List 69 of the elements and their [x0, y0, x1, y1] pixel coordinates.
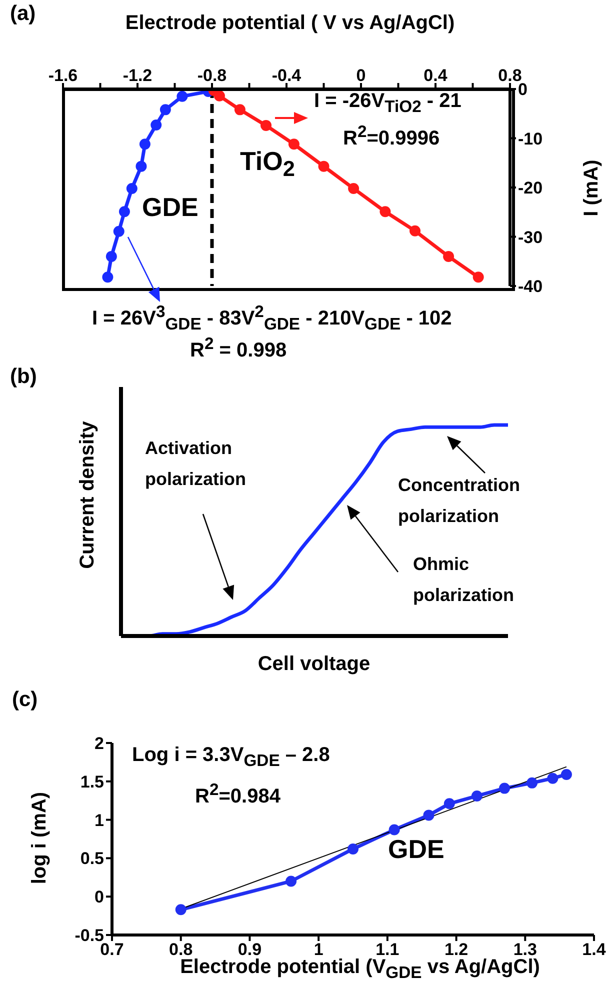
point — [113, 226, 124, 237]
x-tick-label: 0.7 — [100, 940, 124, 960]
point — [560, 768, 572, 780]
x-tick-label: -0.4 — [272, 66, 302, 85]
point — [102, 272, 114, 283]
y-axis-title: log i (mA) — [28, 792, 52, 884]
y-tick-label: 0 — [518, 80, 528, 100]
point — [126, 182, 138, 194]
point — [288, 138, 300, 150]
point — [286, 876, 297, 887]
point — [380, 206, 391, 218]
annotation: GDE — [142, 192, 198, 223]
annotation: Log i = 3.3V$_{GDE}$ – 2.8 — [132, 744, 330, 771]
point — [175, 904, 186, 916]
y-tick-label: -20 — [518, 178, 543, 198]
point — [443, 250, 454, 262]
point — [444, 798, 455, 810]
text: R$^{2}$ = 0.998 — [190, 334, 287, 363]
y-tick-label: 2 — [94, 734, 104, 754]
point — [139, 138, 150, 150]
y-tick-label: -40 — [518, 277, 543, 296]
point — [348, 182, 360, 194]
chart-title: (c) — [12, 688, 38, 712]
annotation: Ohmic polarization — [413, 553, 516, 607]
point — [118, 206, 130, 218]
point — [471, 790, 482, 802]
point — [214, 90, 225, 102]
point — [150, 119, 162, 130]
x-tick-label: -1.2 — [122, 66, 152, 85]
point — [234, 104, 246, 116]
annotation: TiO$_{2}$ — [240, 146, 295, 182]
annotation: GDE — [388, 834, 444, 865]
x-tick-label: -1.6 — [48, 66, 78, 85]
annotation: I = -26V$_{TiO2}$ - 21 — [314, 90, 462, 117]
point — [318, 160, 330, 172]
point — [472, 272, 484, 283]
y-axis-title: I (mA) — [580, 160, 604, 216]
chart-title: (a) — [10, 2, 36, 26]
annotation: R$^{2}$=0.9996 — [343, 122, 440, 151]
y-tick-label: -10 — [518, 129, 543, 148]
y-tick-label: 1 — [94, 810, 104, 830]
y-tick-label: 1.5 — [80, 772, 104, 792]
point — [260, 120, 272, 131]
x-tick-label: 1.4 — [582, 940, 606, 960]
x-tick-label: 0 — [356, 66, 366, 85]
point — [423, 810, 434, 821]
point — [176, 90, 188, 102]
point — [388, 824, 400, 836]
y-tick-label: 0 — [94, 888, 104, 907]
y-axis-title: Current density — [76, 421, 100, 569]
y-tick-label: -30 — [518, 228, 543, 247]
chart-title: (b) — [10, 365, 37, 389]
x-axis-title: Electrode potential ( V vs Ag/AgCl) — [125, 12, 455, 35]
x-tick-label: -0.8 — [197, 66, 227, 85]
point — [498, 782, 510, 794]
point — [547, 772, 558, 784]
x-axis-title: Cell voltage — [258, 653, 370, 676]
point — [410, 225, 421, 236]
point — [106, 250, 117, 262]
y-tick-label: 0.5 — [80, 849, 104, 868]
text: I = 26V$^{3}$$_{GDE}$ - 83V$^{2}$$_{GDE}$ - 210V$_{GDE}$ - 102 — [92, 302, 452, 334]
annotation: Concentration polarization — [398, 474, 522, 528]
annotation: Activation polarization — [145, 437, 248, 491]
point — [136, 160, 147, 172]
point — [526, 777, 538, 788]
annotation: R$^{2}$=0.984 — [195, 780, 280, 809]
x-tick-label: 0.4 — [424, 66, 448, 85]
point — [160, 104, 171, 116]
point — [348, 843, 358, 854]
